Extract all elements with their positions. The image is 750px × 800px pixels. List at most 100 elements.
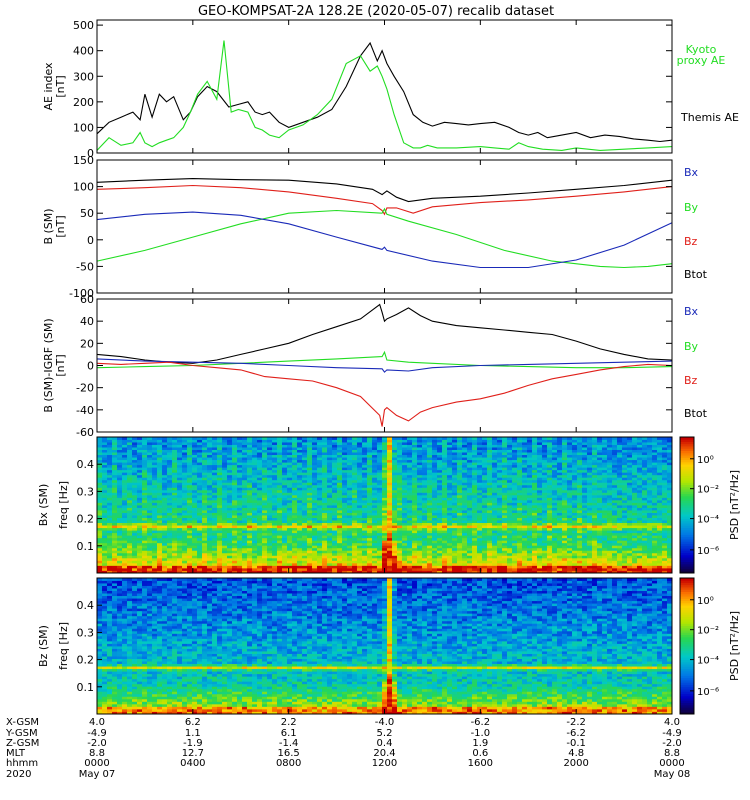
spectrogram-cell <box>102 565 108 569</box>
spectrogram-cell <box>412 517 418 521</box>
spectrogram-cell <box>522 510 528 513</box>
spectrogram-cell <box>217 552 223 556</box>
spectrogram-cell <box>507 452 513 456</box>
spectrogram-cell <box>302 542 308 546</box>
spectrogram-cell <box>207 437 213 440</box>
spectrogram-cell <box>522 439 528 443</box>
spectrogram-cell <box>127 487 133 491</box>
spectrogram-cell <box>517 542 523 546</box>
spectrogram-cell <box>537 457 543 461</box>
spectrogram-cell <box>342 560 348 564</box>
spectrogram-cell <box>282 535 288 539</box>
spectrogram-cell <box>132 499 138 503</box>
spectrogram-cell <box>152 502 158 506</box>
spectrogram-cell <box>507 479 513 483</box>
spectrogram-cell <box>292 542 298 546</box>
spectrogram-cell <box>137 510 143 513</box>
spectrogram-cell <box>487 522 493 526</box>
spectrogram-cell <box>502 464 508 468</box>
spectrogram-cell <box>292 522 298 526</box>
spectrogram-cell <box>317 489 323 493</box>
spectrogram-cell <box>152 447 158 450</box>
spectrogram-cell <box>142 520 148 524</box>
spectrogram-cell <box>317 469 323 473</box>
panel-frame <box>96 19 673 154</box>
spectrogram-cell <box>377 507 383 511</box>
spectrogram-cell <box>167 447 173 450</box>
spectrogram-cell <box>342 540 348 544</box>
spectrogram-cell <box>497 502 503 506</box>
spectrogram-cell <box>517 507 523 511</box>
spectrogram-cell <box>312 555 318 559</box>
spectrogram-cell <box>352 492 358 496</box>
spectrogram-cell <box>392 477 398 481</box>
spectrogram-cell <box>137 535 143 539</box>
spectrogram-cell <box>337 482 343 486</box>
spectrogram-cell <box>352 567 358 571</box>
spectrogram-cell <box>272 467 278 471</box>
spectrogram-cell <box>297 515 303 518</box>
spectrogram-cell <box>222 452 228 456</box>
spectrogram-cell <box>527 474 533 478</box>
spectrogram-cell <box>502 452 508 456</box>
spectrogram-cell <box>537 449 543 453</box>
spectrogram-cell <box>302 489 308 493</box>
spectrogram-cell <box>362 565 368 569</box>
spectrogram-cell <box>467 447 473 450</box>
spectrogram-cell <box>212 499 218 503</box>
spectrogram-cell <box>522 494 528 498</box>
spectrogram-cell <box>537 444 543 448</box>
spectrogram-cell <box>122 537 128 541</box>
spectrogram-cell <box>532 497 538 501</box>
spectrogram-cell <box>122 505 128 508</box>
spectrogram-cell <box>322 447 328 450</box>
spectrogram-cell <box>257 545 263 549</box>
spectrogram-cell <box>217 512 223 516</box>
spectrogram-cell <box>407 507 413 511</box>
spectrogram-cell <box>517 442 523 445</box>
spectrogram-cell <box>137 462 143 466</box>
spectrogram-cell <box>177 545 183 549</box>
spectrogram-cell <box>167 567 173 571</box>
spectrogram-cell <box>527 449 533 453</box>
spectrogram-cell <box>442 469 448 473</box>
spectrogram-cell <box>347 567 353 571</box>
spectrogram-cell <box>487 532 493 536</box>
spectrogram-cell <box>182 505 188 508</box>
spectrogram-cell <box>297 487 303 491</box>
spectrogram-cell <box>422 510 428 513</box>
spectrogram-cell <box>192 462 198 466</box>
spectrogram-cell <box>522 477 528 481</box>
spectrogram-cell <box>452 469 458 473</box>
spectrogram-cell <box>177 437 183 440</box>
spectrogram-cell <box>112 442 118 445</box>
spectrogram-cell <box>522 454 528 458</box>
spectrogram-cell <box>472 540 478 544</box>
spectrogram-cell <box>462 517 468 521</box>
spectrogram-cell <box>312 442 318 445</box>
spectrogram-cell <box>312 512 318 516</box>
spectrogram-cell <box>412 454 418 458</box>
spectrogram-cell <box>187 452 193 456</box>
spectrogram-cell <box>432 452 438 456</box>
spectrogram-cell <box>517 520 523 524</box>
spectrogram-cell <box>222 492 228 496</box>
spectrogram-cell <box>422 469 428 473</box>
spectrogram-cell <box>262 507 268 511</box>
spectrogram-cell <box>282 437 288 440</box>
spectrogram-cell <box>122 502 128 506</box>
spectrogram-cell <box>187 502 193 506</box>
spectrogram-cell <box>232 454 238 458</box>
spectrogram-cell <box>332 540 338 544</box>
spectrogram-cell <box>122 522 128 526</box>
spectrogram-cell <box>342 525 348 529</box>
spectrogram-cell <box>162 512 168 516</box>
spectrogram-cell <box>177 560 183 564</box>
spectrogram-cell <box>537 472 543 476</box>
spectrogram-cell <box>317 520 323 524</box>
spectrogram-cell <box>127 515 133 518</box>
spectrogram-cell <box>272 525 278 529</box>
spectrogram-cell <box>442 550 448 554</box>
spectrogram-cell <box>532 567 538 571</box>
spectrogram-cell <box>482 497 488 501</box>
